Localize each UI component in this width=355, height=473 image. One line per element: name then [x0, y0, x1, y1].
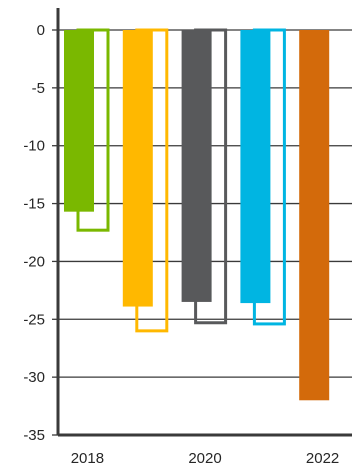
bar-filled-2019	[122, 30, 153, 307]
y-tick-label: -30	[23, 369, 45, 386]
bar-filled-2020	[181, 30, 212, 302]
y-tick-label: 0	[37, 22, 45, 39]
x-tick-label: 2022	[306, 450, 339, 467]
bars	[64, 28, 330, 401]
y-tick-label: -25	[23, 311, 45, 328]
y-tick-label: -35	[23, 427, 45, 444]
axes	[52, 8, 352, 437]
bar-filled-2018	[64, 30, 94, 212]
y-tick-label: -20	[23, 253, 45, 270]
x-tick-label: 2018	[71, 450, 104, 467]
y-tick-label: -10	[23, 138, 45, 155]
x-tick-labels: 2018 2020 2022	[71, 450, 340, 467]
y-tick-labels: 0 -5 -10 -15 -20 -25 -30 -35	[23, 22, 45, 444]
y-tick-label: -5	[32, 80, 45, 97]
x-tick-label: 2020	[188, 450, 221, 467]
bar-filled-2021	[240, 30, 271, 304]
y-tick-label: -15	[23, 196, 45, 213]
bar-filled-2022	[299, 30, 330, 401]
